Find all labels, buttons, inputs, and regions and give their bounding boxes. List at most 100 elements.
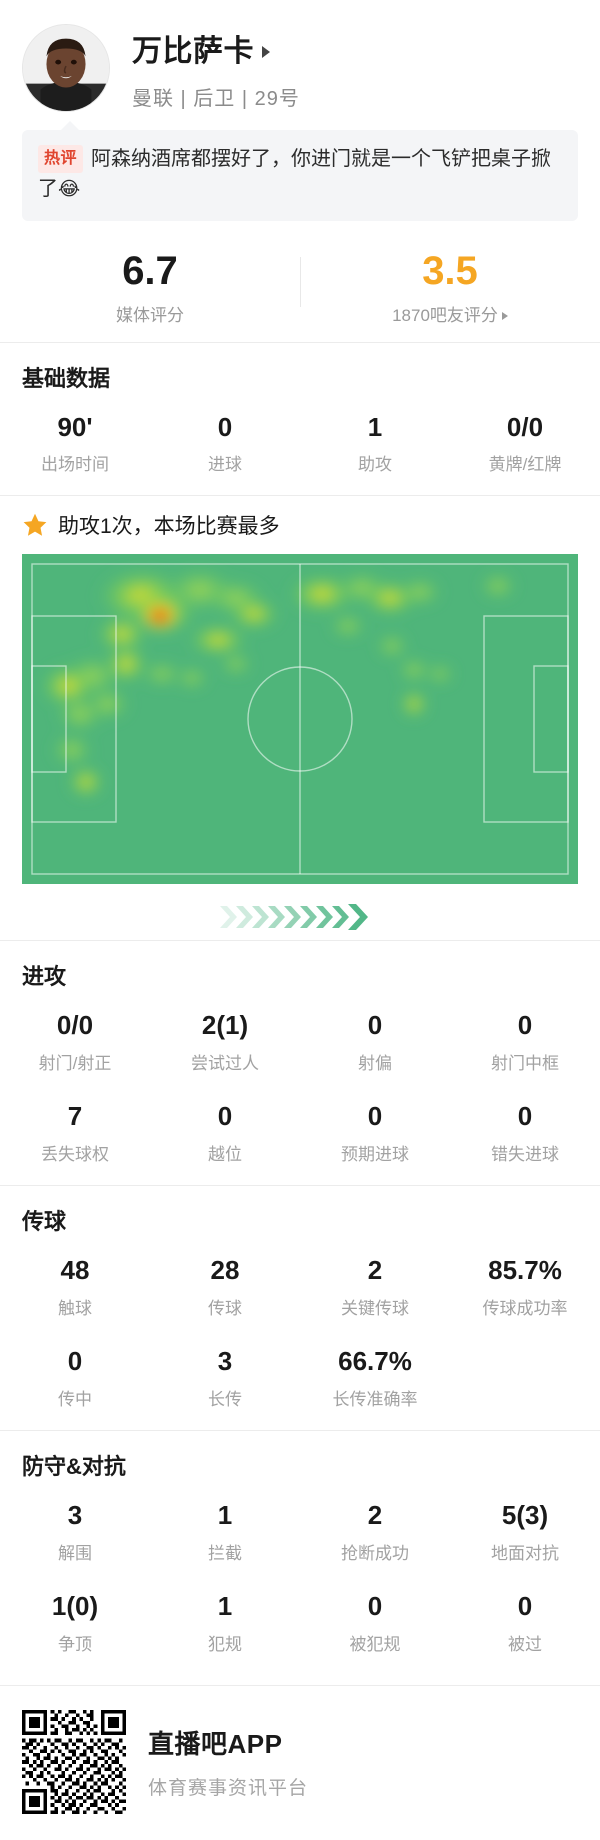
stat-value: 0	[67, 1346, 83, 1377]
stat-cell-empty	[450, 1333, 600, 1424]
stat-label: 丢失球权	[41, 1145, 109, 1165]
chevron-right-icon	[262, 45, 270, 58]
heatmap-container[interactable]	[0, 554, 600, 885]
stat-cell: 2(1) 尝试过人	[150, 997, 300, 1088]
section-basic-title: 基础数据	[22, 365, 111, 391]
player-photo-icon	[23, 25, 109, 111]
stat-label: 长传准确率	[332, 1389, 418, 1409]
hot-comment[interactable]: 热评 阿森纳酒席都摆好了，你进门就是一个飞铲把桌子掀了😂	[22, 130, 578, 221]
laugh-cry-emoji-icon: 😂	[58, 179, 81, 200]
attack-direction-arrows	[0, 884, 600, 940]
stat-cell: 85.7% 传球成功率	[450, 1242, 600, 1333]
rating-media-label: 媒体评分	[0, 301, 300, 326]
hot-comment-container[interactable]: 热评 阿森纳酒席都摆好了，你进门就是一个飞铲把桌子掀了😂	[22, 121, 578, 221]
stat-cell: 0/0 黄牌/红牌	[450, 399, 600, 490]
stat-label: 出场时间	[41, 455, 109, 475]
section-basic: 基础数据 90' 出场时间 0 进球 1 助攻 0/0 黄牌/红牌	[0, 343, 600, 496]
player-name-row[interactable]: 万比萨卡	[132, 26, 300, 70]
rating-fans[interactable]: 3.5 1870吧友评分	[300, 249, 600, 326]
stat-cell: 1 犯规	[150, 1578, 300, 1669]
stat-label: 越位	[208, 1145, 242, 1165]
ratings-row: 6.7 媒体评分 3.5 1870吧友评分	[0, 243, 600, 342]
stat-label: 进球	[208, 455, 242, 475]
stat-cell: 0 预期进球	[300, 1088, 450, 1179]
stat-cell: 1 助攻	[300, 399, 450, 490]
stat-cell: 66.7% 长传准确率	[300, 1333, 450, 1424]
stat-value: 0	[217, 1101, 233, 1132]
player-header: 万比萨卡 曼联 | 后卫 | 29号	[0, 0, 600, 126]
stat-label: 长传	[208, 1389, 242, 1409]
stat-value: 0	[367, 1590, 383, 1621]
stat-value: 2	[367, 1499, 383, 1530]
stat-cell: 0 错失进球	[450, 1088, 600, 1179]
stat-value: 2	[367, 1255, 383, 1286]
stat-cell: 3 长传	[150, 1333, 300, 1424]
stat-value: 48	[60, 1255, 90, 1286]
stat-label: 被犯规	[349, 1634, 401, 1654]
stat-value: 0	[217, 411, 233, 442]
stat-value: 0	[517, 1590, 533, 1621]
section-attack-grid: 0/0 射门/射正 2(1) 尝试过人 0 射偏 0 射门中框 7 丢失球权 0…	[0, 997, 600, 1179]
divider	[0, 495, 600, 497]
stat-value: 90'	[57, 411, 93, 442]
stat-cell: 90' 出场时间	[0, 399, 150, 490]
stat-cell: 7 丢失球权	[0, 1088, 150, 1179]
stat-cell: 1(0) 争顶	[0, 1578, 150, 1669]
stat-value: 0	[367, 1101, 383, 1132]
rating-fans-value: 3.5	[422, 248, 478, 293]
stat-cell: 3 解围	[0, 1487, 150, 1578]
stat-cell: 5(3) 地面对抗	[450, 1487, 600, 1578]
stat-value: 2(1)	[201, 1010, 249, 1041]
stat-label: 射门/射正	[38, 1054, 112, 1074]
stat-cell: 0/0 射门/射正	[0, 997, 150, 1088]
section-passing-title: 传球	[22, 1209, 67, 1235]
stat-cell: 28 传球	[150, 1242, 300, 1333]
stat-value: 7	[67, 1101, 83, 1132]
stat-label: 拦截	[208, 1543, 242, 1563]
stat-value: 1(0)	[51, 1590, 99, 1621]
stat-cell: 0 进球	[150, 399, 300, 490]
stat-label: 预期进球	[341, 1145, 409, 1165]
stat-label: 争顶	[58, 1634, 92, 1654]
stat-cell: 0 越位	[150, 1088, 300, 1179]
stat-label: 抢断成功	[341, 1543, 409, 1563]
stat-cell: 0 被过	[450, 1578, 600, 1669]
section-defense-grid: 3 解围 1 拦截 2 抢断成功 5(3) 地面对抗 1(0) 争顶 1 犯规	[0, 1487, 600, 1669]
stat-value: 3	[217, 1346, 233, 1377]
section-defense: 防守&对抗 3 解围 1 拦截 2 抢断成功 5(3) 地面对抗 1(0) 争顶	[0, 1431, 600, 1675]
stat-value: 28	[210, 1255, 240, 1286]
highlight-text: 助攻1次，本场比赛最多	[58, 515, 280, 539]
stat-cell: 2 抢断成功	[300, 1487, 450, 1578]
section-defense-title: 防守&对抗	[22, 1453, 126, 1479]
page-title: 万比萨卡	[132, 34, 254, 68]
rating-media-value: 6.7	[122, 248, 178, 293]
player-name-block: 万比萨卡 曼联 | 后卫 | 29号	[132, 26, 300, 111]
stat-value: 66.7%	[338, 1346, 412, 1377]
rating-media[interactable]: 6.7 媒体评分	[0, 249, 300, 326]
stat-label: 黄牌/红牌	[488, 455, 562, 475]
heatmap-pitch[interactable]	[22, 554, 578, 885]
stat-value: 0	[517, 1101, 533, 1132]
stat-label: 地面对抗	[491, 1543, 559, 1563]
stat-label: 触球	[58, 1299, 92, 1319]
stat-label: 错失进球	[491, 1145, 559, 1165]
stat-cell: 0 传中	[0, 1333, 150, 1424]
stat-label: 助攻	[358, 455, 392, 475]
section-basic-grid: 90' 出场时间 0 进球 1 助攻 0/0 黄牌/红牌	[0, 399, 600, 490]
chevrons-right-icon	[220, 904, 368, 931]
pitch-lines-icon	[31, 563, 569, 876]
stat-value: 85.7%	[488, 1255, 562, 1286]
chevron-right-small-icon	[501, 311, 508, 320]
divider	[0, 1185, 600, 1187]
stat-label: 被过	[508, 1634, 542, 1654]
stat-cell: 0 被犯规	[300, 1578, 450, 1669]
stat-label: 射偏	[358, 1054, 392, 1074]
section-passing: 传球 48 触球 28 传球 2 关键传球 85.7% 传球成功率 0 传中	[0, 1186, 600, 1430]
qr-code-icon[interactable]	[22, 1709, 126, 1814]
star-icon	[23, 514, 47, 537]
stat-label: 关键传球	[341, 1299, 409, 1319]
player-meta: 曼联 | 后卫 | 29号	[132, 87, 300, 110]
app-name: 直播吧APP	[148, 1728, 283, 1759]
avatar[interactable]	[22, 24, 110, 112]
qr-code-svg	[22, 1709, 126, 1814]
